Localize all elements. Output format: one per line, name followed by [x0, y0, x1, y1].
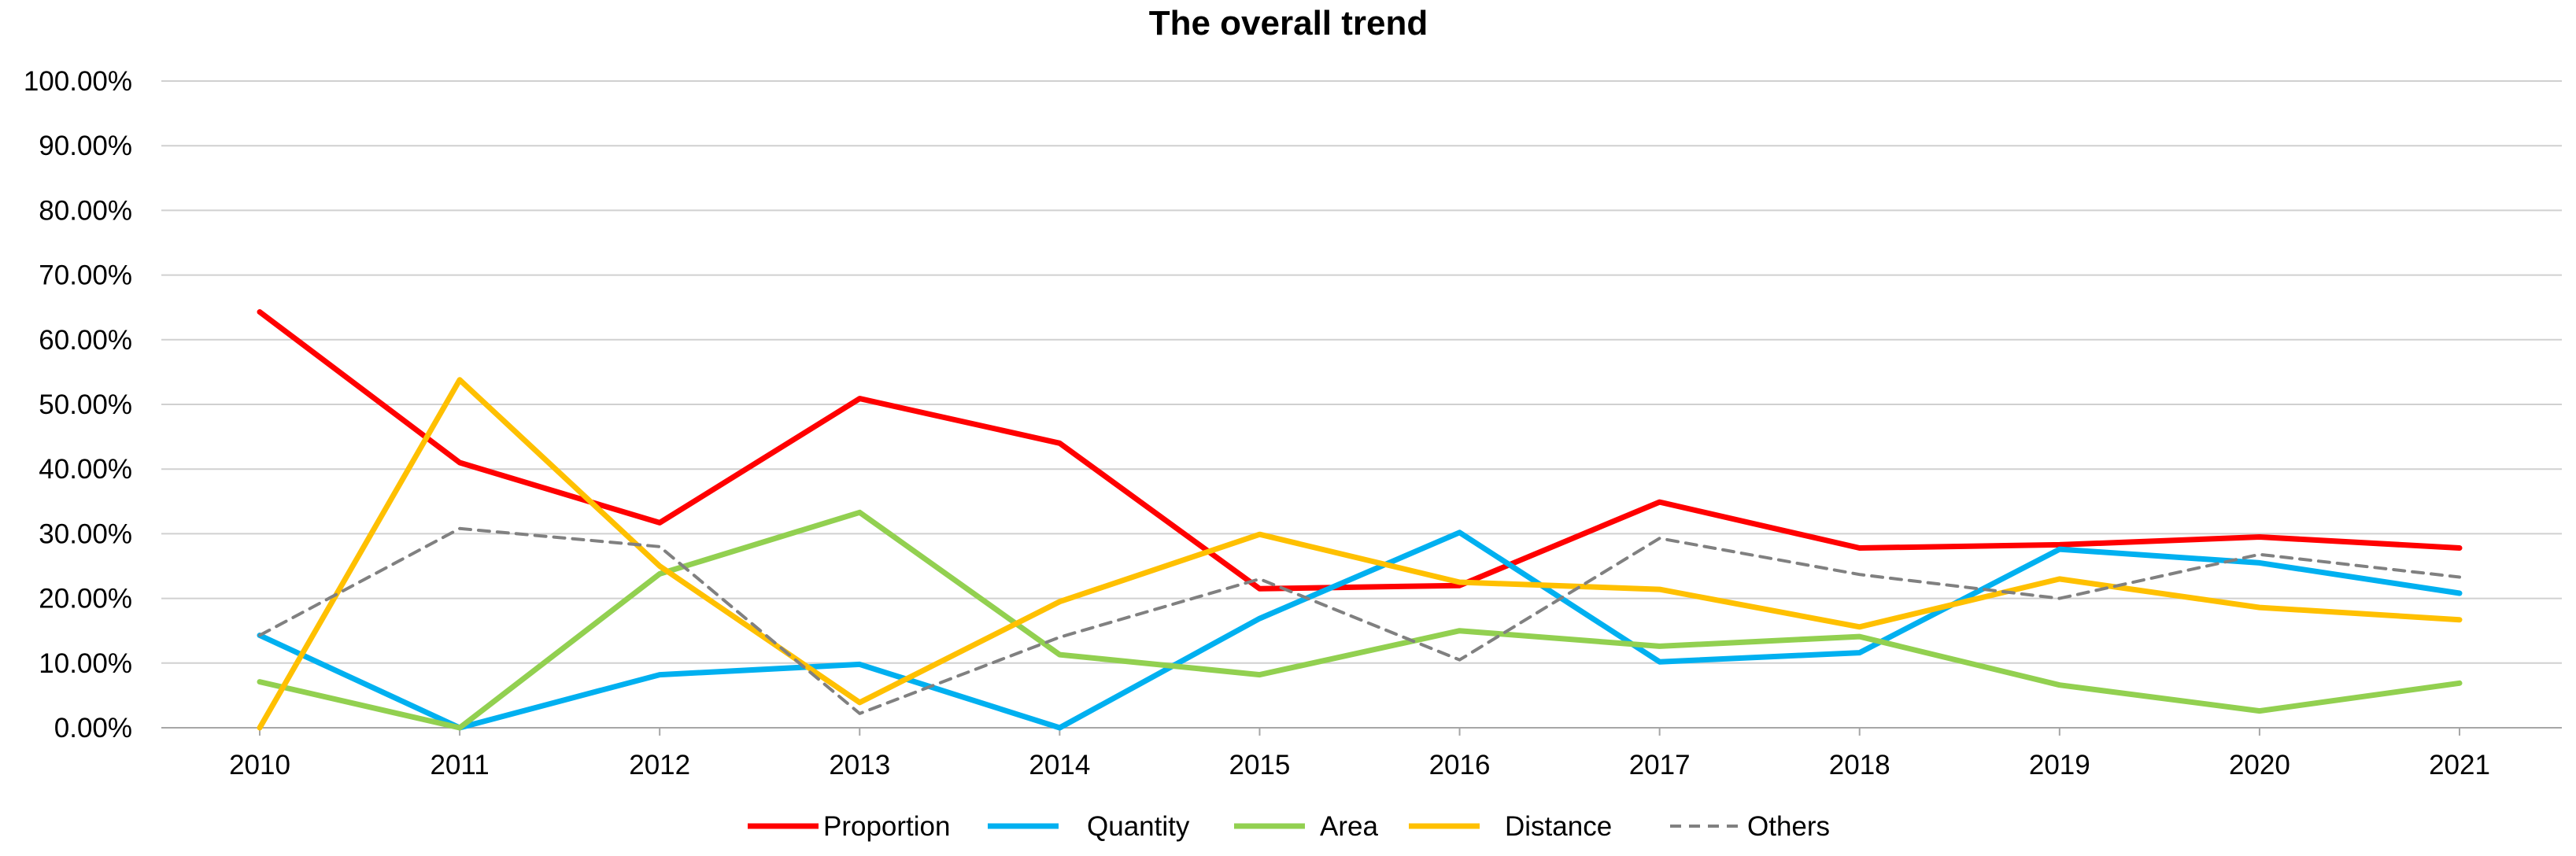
y-tick-label: 60.00% — [39, 325, 132, 356]
x-tick-label: 2021 — [2429, 750, 2490, 780]
axes: 0.00% 10.00% 20.00% 30.00% 40.00% 50.00% 60.00… — [24, 66, 2490, 780]
series-line-area — [257, 509, 2463, 731]
x-tick-label: 2010 — [229, 750, 290, 780]
y-tick-label: 0.00% — [54, 713, 132, 743]
legend-label-quantity: Quantity — [1087, 811, 1190, 842]
legend-label-distance: Distance — [1505, 811, 1612, 842]
series-line-distance — [257, 377, 2463, 731]
gridlines — [161, 80, 2562, 729]
legend: Proportion Quantity Area Distance Others — [748, 811, 1830, 842]
series-line-proportion — [257, 309, 2463, 592]
series-line-quantity — [257, 529, 2463, 731]
legend-label-others: Others — [1747, 811, 1830, 842]
x-tick-label: 2016 — [1429, 750, 1491, 780]
y-tick-label: 50.00% — [39, 389, 132, 420]
y-tick-label: 100.00% — [24, 66, 132, 97]
y-tick-label: 10.00% — [39, 648, 132, 679]
legend-label-area: Area — [1320, 811, 1378, 842]
series-line-others — [258, 526, 2461, 715]
x-tick-label: 2020 — [2229, 750, 2290, 780]
y-tick-label: 70.00% — [39, 260, 132, 291]
series-lines — [257, 309, 2463, 731]
y-tick-label: 30.00% — [39, 518, 132, 549]
x-tick-label: 2017 — [1629, 750, 1691, 780]
x-tick-label: 2012 — [629, 750, 690, 780]
x-tick-label: 2019 — [2029, 750, 2090, 780]
y-tick-label: 90.00% — [39, 131, 132, 161]
x-tick-label: 2018 — [1829, 750, 1890, 780]
y-tick-label: 80.00% — [39, 195, 132, 226]
x-tick-label: 2013 — [829, 750, 890, 780]
y-tick-label: 20.00% — [39, 584, 132, 614]
x-tick-label: 2014 — [1029, 750, 1090, 780]
legend-label-proportion: Proportion — [823, 811, 950, 842]
x-tick-label: 2015 — [1229, 750, 1291, 780]
y-tick-label: 40.00% — [39, 454, 132, 485]
x-tick-label: 2011 — [430, 750, 489, 780]
chart-title: The overall trend — [1149, 4, 1428, 42]
